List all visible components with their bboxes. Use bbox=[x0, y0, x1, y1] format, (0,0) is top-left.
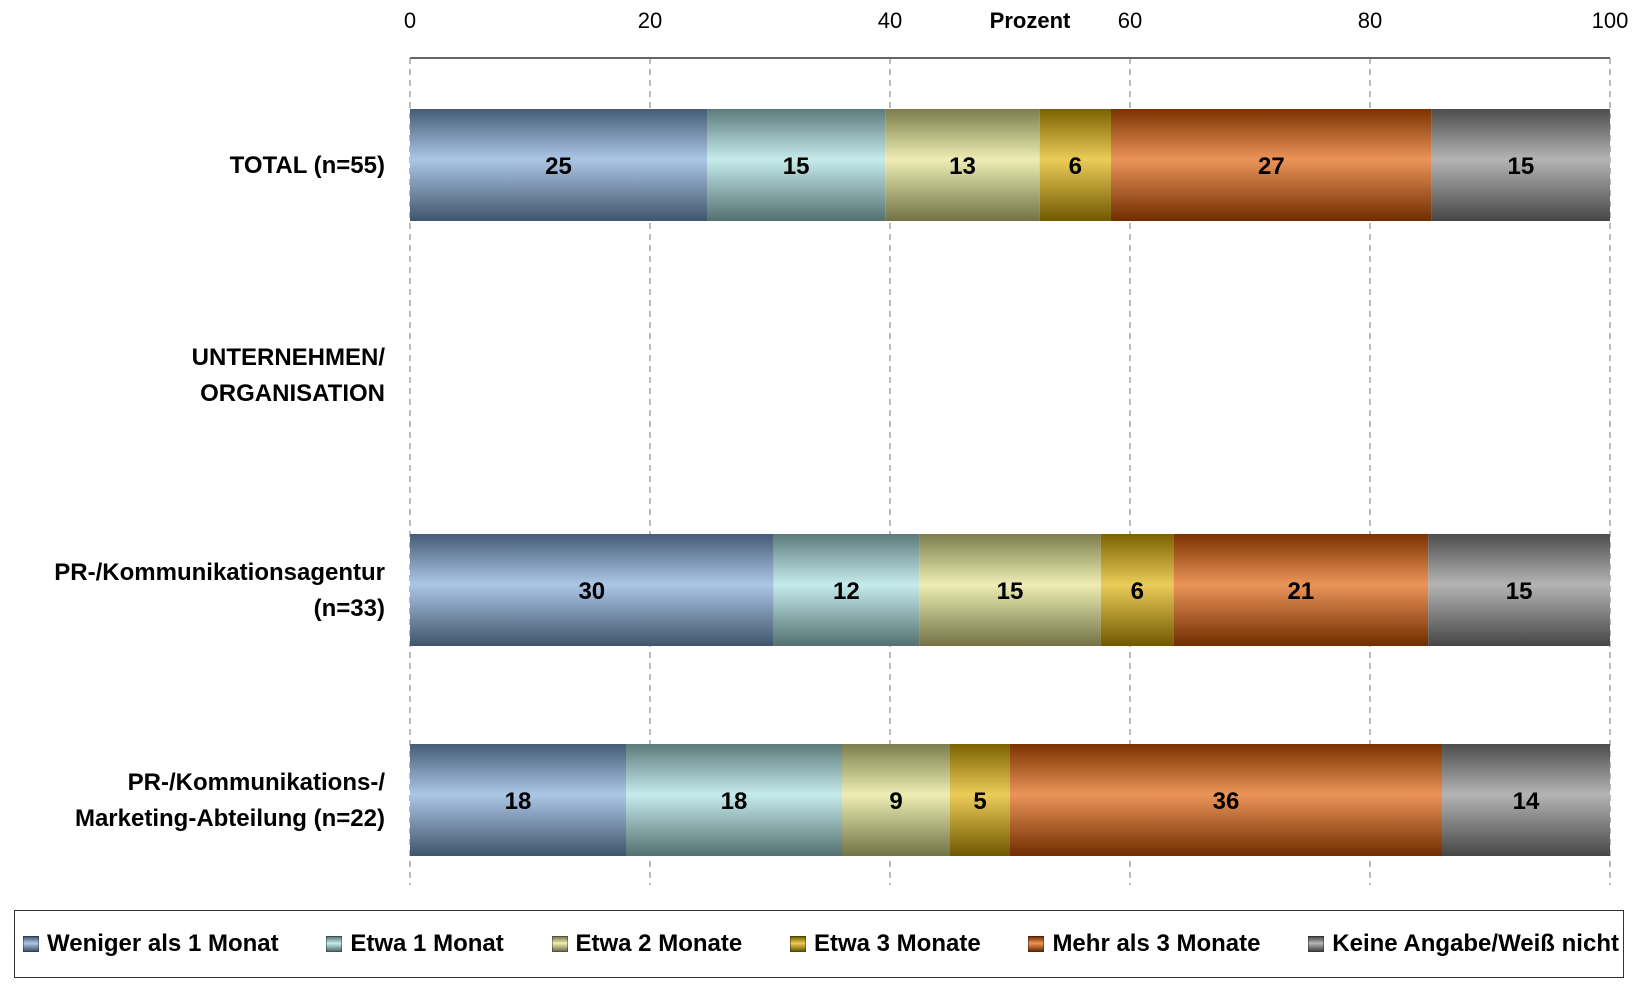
bar-segment bbox=[410, 109, 708, 221]
data-label: 25 bbox=[545, 153, 572, 180]
bar-segment bbox=[1173, 534, 1429, 646]
legend-label: Weniger als 1 Monat bbox=[47, 930, 279, 957]
x-tick-label: 40 bbox=[878, 8, 902, 33]
bars: 25 15 13 6 27 15 30 12 15 6 21 15 18 18 9 5 36 14 bbox=[410, 109, 1610, 856]
bar-segment bbox=[885, 109, 1040, 221]
bar-segment bbox=[626, 744, 842, 856]
data-label: 27 bbox=[1258, 153, 1285, 180]
legend-swatch bbox=[789, 936, 806, 952]
data-label: 30 bbox=[578, 578, 605, 605]
legend-item: Etwa 1 Monat bbox=[326, 930, 504, 958]
bar-segment bbox=[1431, 109, 1610, 221]
data-label: 9 bbox=[889, 788, 902, 815]
x-tick-label: 20 bbox=[638, 8, 662, 33]
bar-segment bbox=[410, 744, 626, 856]
data-label: 14 bbox=[1513, 788, 1540, 815]
bar-segment bbox=[707, 109, 886, 221]
data-label: 15 bbox=[783, 153, 810, 180]
data-label: 15 bbox=[1506, 578, 1533, 605]
bar-segment bbox=[919, 534, 1101, 646]
data-label: 21 bbox=[1288, 578, 1315, 605]
data-label: 5 bbox=[973, 788, 986, 815]
legend-label: Etwa 2 Monate bbox=[575, 930, 743, 957]
data-label: 36 bbox=[1213, 788, 1240, 815]
legend-swatch bbox=[23, 936, 39, 952]
legend-swatch bbox=[326, 936, 343, 952]
legend-label: Keine Angabe/Weiß nicht bbox=[1332, 930, 1619, 957]
x-tick-label: 80 bbox=[1358, 8, 1382, 33]
data-label: 18 bbox=[721, 788, 748, 815]
legend-label: Etwa 3 Monate bbox=[813, 930, 981, 957]
data-label: 13 bbox=[949, 153, 976, 180]
bar-segment bbox=[1010, 744, 1442, 856]
bar-segment bbox=[773, 534, 920, 646]
x-axis-ticks: 0 20 40 60 80 100 bbox=[404, 8, 1628, 33]
bar-segment bbox=[1110, 109, 1432, 221]
data-label: 18 bbox=[505, 788, 532, 815]
bar-segment bbox=[1442, 744, 1610, 856]
legend-swatch bbox=[1028, 936, 1045, 952]
category-label: ORGANISATION bbox=[200, 380, 385, 407]
category-label: PR-/Kommunikationsagentur bbox=[54, 559, 385, 586]
legend-item: Weniger als 1 Monat bbox=[23, 930, 279, 958]
legend-item: Etwa 2 Monate bbox=[551, 930, 743, 958]
category-label: UNTERNEHMEN/ bbox=[192, 344, 386, 371]
bar-segment bbox=[950, 744, 1010, 856]
bar-segment bbox=[410, 534, 774, 646]
bar-segment bbox=[1428, 534, 1610, 646]
category-label: Marketing-Abteilung (n=22) bbox=[75, 805, 385, 832]
category-label: TOTAL (n=55) bbox=[230, 152, 385, 179]
data-label: 6 bbox=[1069, 153, 1082, 180]
data-label: 15 bbox=[997, 578, 1024, 605]
bar-segment bbox=[842, 744, 950, 856]
data-label: 12 bbox=[833, 578, 860, 605]
category-label: PR-/Kommunikations-/ bbox=[128, 769, 386, 796]
x-tick-label: 100 bbox=[1592, 8, 1629, 33]
stacked-bar-chart: 0 20 40 60 80 100 Prozent TOTAL (n=55) UNTERNE… bbox=[54, 8, 1628, 885]
data-label: 15 bbox=[1508, 153, 1535, 180]
legend-label: Etwa 1 Monat bbox=[350, 930, 504, 957]
category-label: (n=33) bbox=[314, 595, 385, 622]
legend-label: Mehr als 3 Monate bbox=[1052, 930, 1261, 957]
bar-segment bbox=[1100, 534, 1174, 646]
x-axis-title: Prozent bbox=[990, 8, 1071, 33]
bar-segment bbox=[1039, 109, 1111, 221]
x-tick-label: 0 bbox=[404, 8, 416, 33]
x-tick-label: 60 bbox=[1118, 8, 1142, 33]
legend-swatch bbox=[1308, 936, 1325, 952]
legend-item: Etwa 3 Monate bbox=[789, 930, 981, 958]
legend-item: Mehr als 3 Monate bbox=[1028, 930, 1261, 958]
legend-item: Keine Angabe/Weiß nicht bbox=[1308, 930, 1619, 958]
category-labels: TOTAL (n=55) UNTERNEHMEN/ORGANISATION PR-/… bbox=[54, 152, 385, 832]
data-label: 6 bbox=[1131, 578, 1144, 605]
legend-swatch bbox=[551, 936, 568, 952]
legend: Weniger als 1 Monat Etwa 1 Monat Etwa 2 Mo… bbox=[14, 910, 1624, 978]
